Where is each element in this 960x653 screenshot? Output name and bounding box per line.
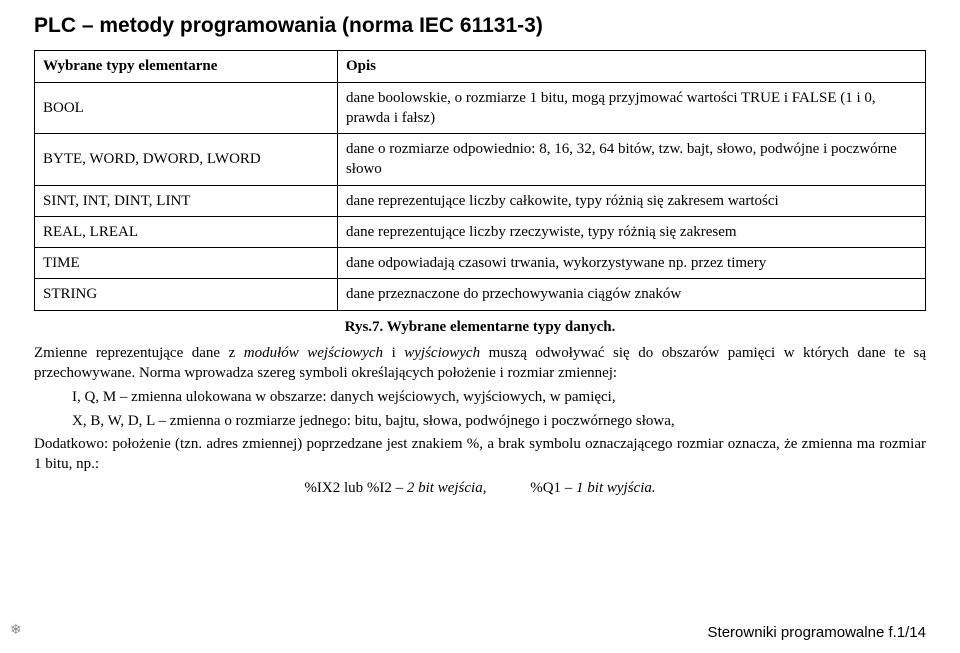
para1-em2: wyjściowych xyxy=(404,345,480,361)
table-row: BYTE, WORD, DWORD, LWORDdane o rozmiarze… xyxy=(35,134,926,186)
table-cell-right: dane reprezentujące liczby rzeczywiste, … xyxy=(337,216,925,247)
table-caption: Rys.7. Wybrane elementarne typy danych. xyxy=(34,317,926,337)
table-cell-right: dane przeznaczone do przechowywania ciąg… xyxy=(337,279,925,310)
table-row: Wybrane typy elementarneOpis xyxy=(35,51,926,82)
ex2-a: %Q1 xyxy=(530,480,565,496)
table-cell-left: BOOL xyxy=(35,82,338,134)
table-cell-right: dane reprezentujące liczby całkowite, ty… xyxy=(337,185,925,216)
table-cell-right: dane boolowskie, o rozmiarze 1 bitu, mog… xyxy=(337,82,925,134)
table-row: TIMEdane odpowiadają czasowi trwania, wy… xyxy=(35,248,926,279)
paragraph-1: Zmienne reprezentujące dane z modułów we… xyxy=(34,343,926,384)
table-row: REAL, LREALdane reprezentujące liczby rz… xyxy=(35,216,926,247)
example-line: %IX2 lub %I2 – 2 bit wejścia, %Q1 – 1 bi… xyxy=(34,478,926,498)
table-row: BOOLdane boolowskie, o rozmiarze 1 bitu,… xyxy=(35,82,926,134)
bullet-1: I, Q, M – zmienna ulokowana w obszarze: … xyxy=(34,387,926,407)
table-row: STRINGdane przeznaczone do przechowywani… xyxy=(35,279,926,310)
para1-b: i xyxy=(383,345,404,361)
table-cell-left: STRING xyxy=(35,279,338,310)
table-cell-left: BYTE, WORD, DWORD, LWORD xyxy=(35,134,338,186)
page-footer: Sterowniki programowalne f.1/14 xyxy=(708,623,926,643)
para1-a: Zmienne reprezentujące dane z xyxy=(34,345,244,361)
ex1-a: %IX2 lub %I2 xyxy=(304,480,395,496)
table-cell-left: REAL, LREAL xyxy=(35,216,338,247)
table-cell-left: TIME xyxy=(35,248,338,279)
types-table: Wybrane typy elementarneOpisBOOLdane boo… xyxy=(34,50,926,310)
footer-icon: ❄ xyxy=(10,622,22,641)
table-row: SINT, INT, DINT, LINTdane reprezentujące… xyxy=(35,185,926,216)
table-cell-right: Opis xyxy=(337,51,925,82)
bullet-2: X, B, W, D, L – zmienna o rozmiarze jedn… xyxy=(34,411,926,431)
para1-em1: modułów wejściowych xyxy=(244,345,383,361)
table-cell-left: SINT, INT, DINT, LINT xyxy=(35,185,338,216)
table-cell-right: dane odpowiadają czasowi trwania, wykorz… xyxy=(337,248,925,279)
paragraph-2: Dodatkowo: położenie (tzn. adres zmienne… xyxy=(34,434,926,475)
page-title: PLC – metody programowania (norma IEC 61… xyxy=(34,12,926,40)
ex1-b: – 2 bit wejścia, xyxy=(396,480,487,496)
table-cell-left: Wybrane typy elementarne xyxy=(35,51,338,82)
table-cell-right: dane o rozmiarze odpowiednio: 8, 16, 32,… xyxy=(337,134,925,186)
ex2-b: – 1 bit wyjścia. xyxy=(565,480,656,496)
